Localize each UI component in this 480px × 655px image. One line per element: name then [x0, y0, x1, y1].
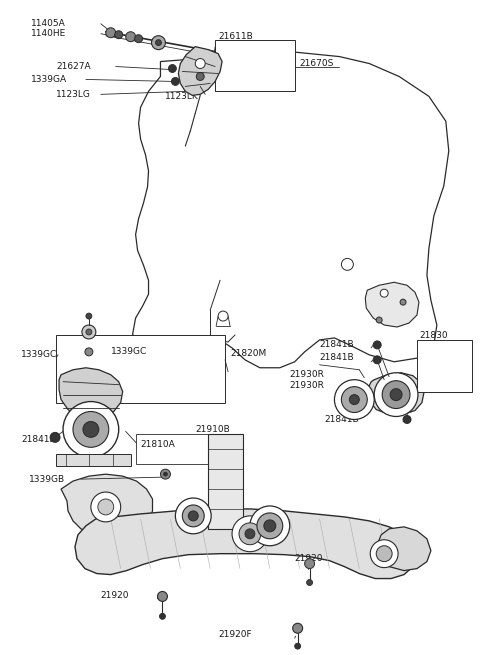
Text: 21930R: 21930R	[290, 370, 324, 379]
Circle shape	[86, 313, 92, 319]
Bar	[417, 340, 472, 392]
Text: 21670S: 21670S	[300, 59, 334, 68]
Circle shape	[245, 529, 255, 539]
Text: 1339GA: 1339GA	[31, 75, 67, 84]
Circle shape	[126, 31, 136, 42]
Circle shape	[175, 498, 211, 534]
Text: 21841B: 21841B	[324, 415, 359, 424]
Circle shape	[134, 35, 143, 43]
Bar	[208, 434, 243, 529]
Circle shape	[335, 380, 374, 419]
Circle shape	[374, 373, 418, 417]
Bar	[56, 455, 131, 466]
Circle shape	[115, 31, 123, 39]
Bar	[136, 434, 225, 464]
Text: 1339GC: 1339GC	[111, 347, 147, 356]
Circle shape	[168, 65, 176, 73]
Circle shape	[373, 356, 381, 364]
Circle shape	[164, 472, 168, 476]
Polygon shape	[365, 282, 419, 327]
Circle shape	[63, 402, 119, 457]
Circle shape	[376, 546, 392, 561]
Circle shape	[157, 591, 168, 601]
Text: 11405A: 11405A	[31, 19, 66, 28]
Polygon shape	[59, 367, 123, 419]
Circle shape	[305, 559, 314, 569]
Text: 21841B: 21841B	[320, 341, 354, 349]
Circle shape	[239, 523, 261, 545]
Circle shape	[382, 381, 410, 409]
Circle shape	[196, 73, 204, 81]
Bar	[215, 40, 295, 92]
Circle shape	[390, 388, 402, 401]
Text: 21820M: 21820M	[230, 349, 266, 358]
Polygon shape	[377, 527, 431, 571]
Polygon shape	[179, 47, 222, 96]
Circle shape	[250, 506, 290, 546]
Text: 1339GB: 1339GB	[29, 475, 65, 483]
Circle shape	[106, 28, 116, 38]
Circle shape	[380, 290, 388, 297]
Circle shape	[370, 540, 398, 568]
Circle shape	[376, 317, 382, 323]
Circle shape	[257, 513, 283, 539]
Circle shape	[341, 259, 353, 271]
Text: 21930R: 21930R	[290, 381, 324, 390]
Text: 21920: 21920	[295, 554, 323, 563]
Text: 21841B: 21841B	[21, 435, 56, 444]
Polygon shape	[367, 373, 424, 415]
Text: 21841B: 21841B	[320, 353, 354, 362]
Circle shape	[403, 415, 411, 423]
Polygon shape	[75, 509, 417, 578]
Polygon shape	[132, 52, 449, 367]
Text: 21920: 21920	[101, 591, 129, 600]
Text: 21830: 21830	[419, 331, 447, 341]
Circle shape	[218, 311, 228, 321]
Circle shape	[400, 299, 406, 305]
Circle shape	[295, 643, 300, 649]
Text: 1123LK: 1123LK	[166, 92, 199, 101]
Circle shape	[73, 411, 109, 447]
Circle shape	[373, 341, 381, 349]
Circle shape	[195, 58, 205, 69]
Bar	[56, 335, 225, 403]
Circle shape	[98, 499, 114, 515]
Text: 21910B: 21910B	[195, 425, 230, 434]
Text: 1140HE: 1140HE	[31, 29, 66, 38]
Circle shape	[264, 520, 276, 532]
Circle shape	[156, 40, 161, 46]
Circle shape	[160, 469, 170, 479]
Circle shape	[86, 329, 92, 335]
Circle shape	[50, 432, 60, 442]
Text: 21611B: 21611B	[218, 32, 253, 41]
Circle shape	[293, 624, 302, 633]
Polygon shape	[61, 474, 153, 537]
Text: 21920F: 21920F	[218, 629, 252, 639]
Circle shape	[82, 325, 96, 339]
Text: 1123LG: 1123LG	[56, 90, 91, 99]
Circle shape	[171, 77, 180, 85]
Circle shape	[152, 36, 166, 50]
Circle shape	[232, 516, 268, 552]
Text: 21810A: 21810A	[141, 440, 175, 449]
Circle shape	[85, 348, 93, 356]
Circle shape	[83, 421, 99, 438]
Circle shape	[349, 394, 360, 405]
Circle shape	[188, 511, 198, 521]
Circle shape	[341, 386, 367, 413]
Text: 1339GC: 1339GC	[21, 350, 58, 360]
Circle shape	[159, 613, 166, 619]
Text: 21627A: 21627A	[56, 62, 91, 71]
Circle shape	[307, 580, 312, 586]
Circle shape	[91, 492, 120, 522]
Circle shape	[182, 505, 204, 527]
